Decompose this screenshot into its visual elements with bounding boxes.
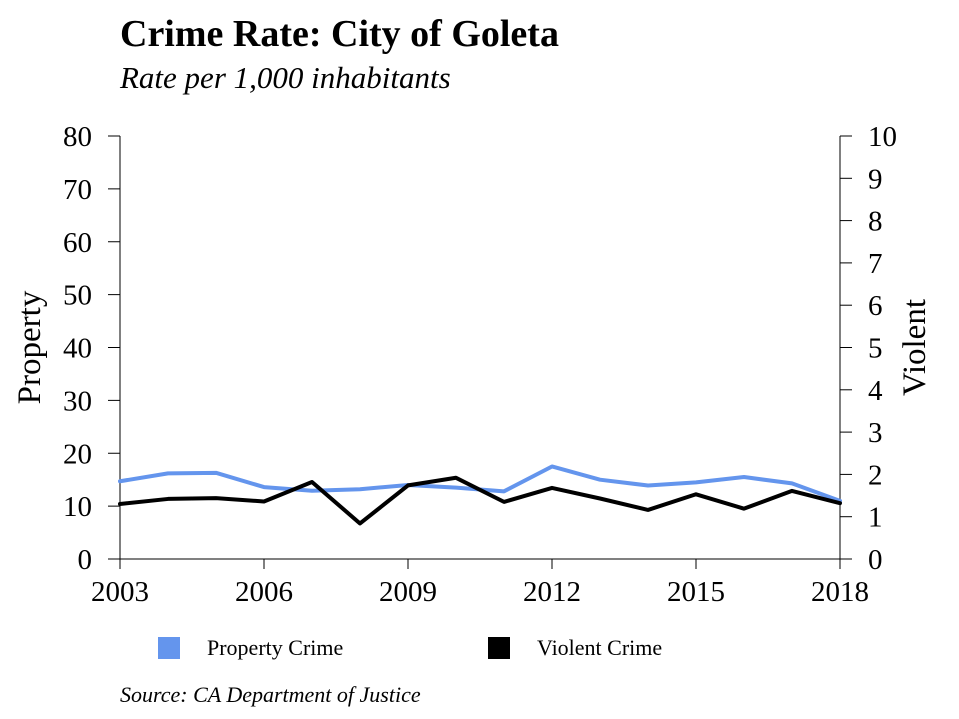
legend-item-property: Property Crime xyxy=(158,633,343,663)
y-tick-label-right-1: 1 xyxy=(868,502,883,534)
x-tick-label-2009: 2009 xyxy=(379,576,437,608)
legend-swatch-violent xyxy=(488,637,510,659)
y-tick-label-right-0: 0 xyxy=(868,544,883,576)
series-line-violent-crime xyxy=(118,475,842,526)
y-tick-label-right-4: 4 xyxy=(868,375,883,407)
y-tick-label-left-50: 50 xyxy=(63,280,92,312)
y-tick-label-left-80: 80 xyxy=(63,121,92,153)
source-note: Source: CA Department of Justice xyxy=(120,682,421,707)
chart-title: Crime Rate: City of Goleta xyxy=(120,13,559,55)
x-tick-label-2018: 2018 xyxy=(811,576,869,608)
y-tick-label-right-6: 6 xyxy=(868,290,883,322)
series-line-property-crime xyxy=(118,464,842,503)
y-tick-label-left-70: 70 xyxy=(63,174,92,206)
y-tick-label-left-60: 60 xyxy=(63,227,92,259)
x-tick-label-2012: 2012 xyxy=(523,576,581,608)
y-tick-label-left-40: 40 xyxy=(63,333,92,365)
y-tick-label-left-0: 0 xyxy=(78,544,93,576)
y-axis-right-label: Violent xyxy=(897,299,933,396)
y-tick-label-right-3: 3 xyxy=(868,417,883,449)
legend-item-violent: Violent Crime xyxy=(488,633,662,663)
y-tick-label-right-9: 9 xyxy=(868,163,883,195)
y-tick-label-left-20: 20 xyxy=(63,438,92,470)
x-tick-label-2006: 2006 xyxy=(235,576,293,608)
y-tick-label-right-10: 10 xyxy=(868,121,897,153)
y-tick-label-right-7: 7 xyxy=(868,248,883,280)
y-tick-label-left-10: 10 xyxy=(63,491,92,523)
y-tick-label-left-30: 30 xyxy=(63,385,92,417)
x-tick-label-2003: 2003 xyxy=(91,576,149,608)
legend-swatch-property xyxy=(158,637,180,659)
x-tick-label-2015: 2015 xyxy=(667,576,725,608)
y-tick-label-right-2: 2 xyxy=(868,459,883,491)
chart-subtitle: Rate per 1,000 inhabitants xyxy=(120,60,451,95)
y-tick-label-right-8: 8 xyxy=(868,206,883,238)
legend-label-violent: Violent Crime xyxy=(537,635,663,660)
y-axis-left-label: Property xyxy=(12,290,48,404)
legend-label-property: Property Crime xyxy=(207,635,344,660)
y-tick-label-right-5: 5 xyxy=(868,333,883,365)
